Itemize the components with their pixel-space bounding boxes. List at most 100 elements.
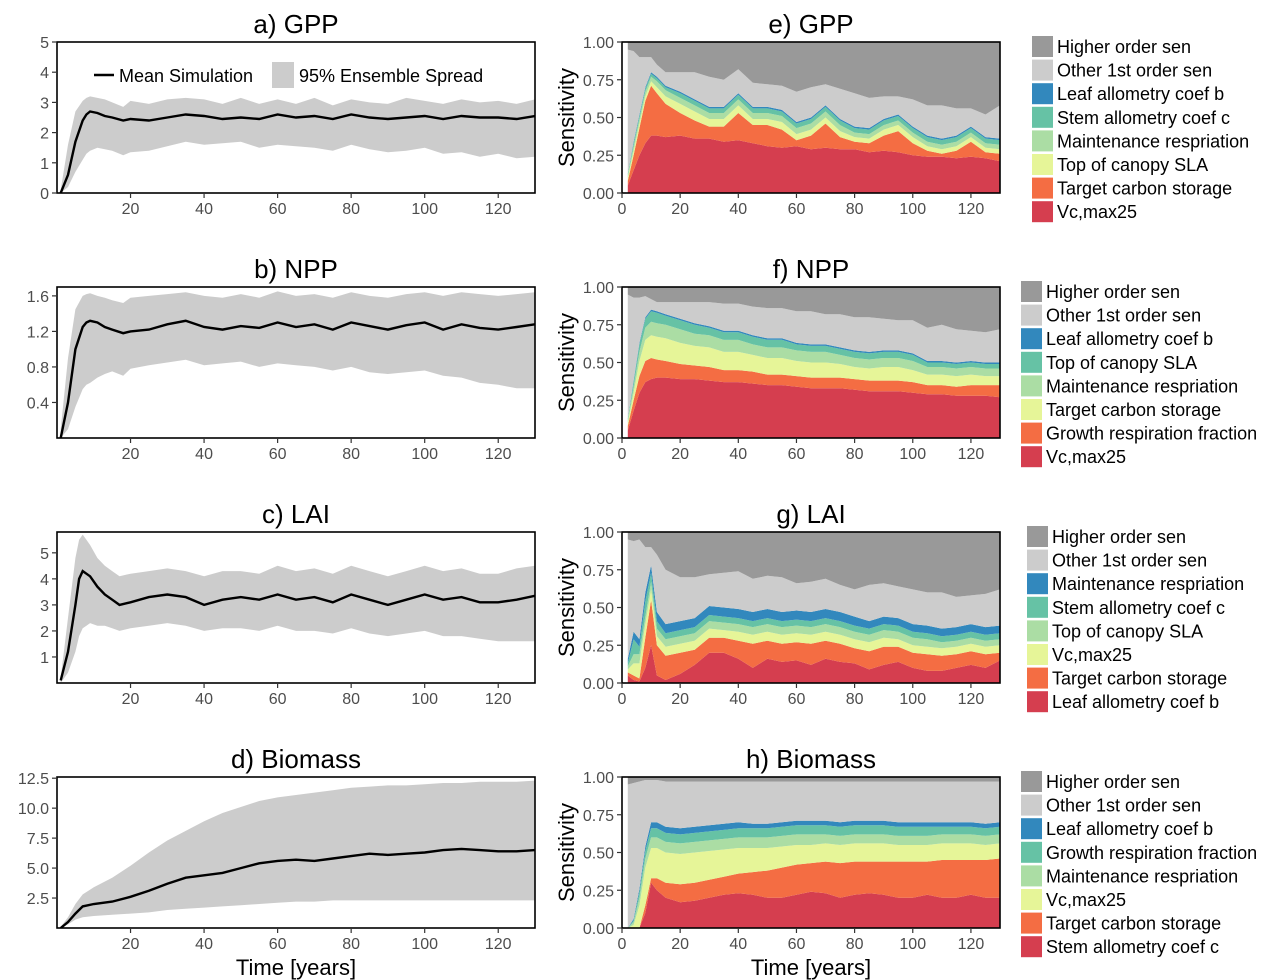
panel-d: 20 40 60 80 100 120 2.5 5.0 7.5 10.0 12.5 d) Biomas… bbox=[18, 744, 536, 980]
ensemble-spread-band bbox=[60, 780, 535, 928]
x-tick-label: 20 bbox=[122, 691, 140, 708]
legend-swatch bbox=[1032, 130, 1053, 152]
x-tick-label: 80 bbox=[342, 936, 360, 953]
area-higher-order-sen bbox=[627, 777, 1000, 785]
x-tick-label: 40 bbox=[729, 201, 747, 218]
panel-title: c) LAI bbox=[262, 499, 330, 529]
x-tick-label: 120 bbox=[485, 936, 512, 953]
x-tick-label: 120 bbox=[485, 691, 512, 708]
x-tick-label: 120 bbox=[958, 201, 985, 218]
x-tick-label: 20 bbox=[122, 936, 140, 953]
y-tick-label: 0.25 bbox=[583, 638, 614, 655]
y-tick-label: 2 bbox=[40, 624, 49, 641]
y-tick-label: 0.25 bbox=[583, 393, 614, 410]
legend-swatch bbox=[1021, 422, 1042, 444]
x-tick-label: 60 bbox=[269, 691, 287, 708]
x-tick-label: 100 bbox=[899, 936, 926, 953]
legend: Higher order sen Other 1st order sen Leaf … bbox=[1032, 36, 1249, 223]
x-tick-label: 40 bbox=[195, 936, 213, 953]
plot-area bbox=[59, 780, 535, 928]
x-tick-label: 80 bbox=[846, 201, 864, 218]
y-tick-label: 0.25 bbox=[583, 883, 614, 900]
x-tick-label: 40 bbox=[195, 201, 213, 218]
x-tick-label: 120 bbox=[485, 446, 512, 463]
y-axis-title: Sensitivity bbox=[554, 803, 579, 902]
legend-label: Target carbon storage bbox=[1046, 400, 1221, 420]
mean-simulation-line bbox=[59, 847, 535, 928]
x-tick-label: 0 bbox=[618, 446, 627, 463]
area-top-of-canopy-sla bbox=[627, 81, 1000, 181]
legend-label-ensemble-spread: 95% Ensemble Spread bbox=[299, 66, 483, 86]
panel-c: 20 40 60 80 100 120 1 2 3 4 5 c) LAI bbox=[40, 499, 536, 708]
area-growth-respiration-fraction bbox=[627, 358, 1000, 431]
legend-label: Higher order sen bbox=[1046, 772, 1180, 792]
y-tick-label: 3 bbox=[40, 598, 49, 615]
x-tick-label: 100 bbox=[411, 936, 438, 953]
legend-label: Higher order sen bbox=[1046, 282, 1180, 302]
legend-swatch bbox=[1021, 936, 1042, 958]
x-tick-label: 120 bbox=[485, 201, 512, 218]
y-axis-title: Sensitivity bbox=[554, 558, 579, 657]
legend-swatch bbox=[1021, 912, 1042, 934]
legend-label: Higher order sen bbox=[1052, 527, 1186, 547]
y-tick-label: 0.75 bbox=[583, 808, 614, 825]
legend-swatch bbox=[1027, 691, 1048, 713]
y-tick-label: 0.50 bbox=[583, 601, 614, 618]
legend-label: Target carbon storage bbox=[1046, 914, 1221, 934]
area-other-1st-order-sen bbox=[627, 49, 1000, 174]
x-tick-label: 60 bbox=[269, 936, 287, 953]
x-tick-label: 40 bbox=[195, 446, 213, 463]
y-tick-label: 0.00 bbox=[583, 431, 614, 448]
y-tick-label: 2 bbox=[40, 126, 49, 143]
y-tick-label: 1.6 bbox=[27, 289, 49, 306]
legend-swatch bbox=[1021, 375, 1042, 397]
y-tick-label: 4 bbox=[40, 65, 49, 82]
plot-area bbox=[627, 42, 1000, 193]
plot-area bbox=[59, 291, 535, 438]
legend-label: Higher order sen bbox=[1057, 37, 1191, 57]
legend-label: Growth respiration fraction bbox=[1046, 424, 1257, 444]
x-tick-label: 20 bbox=[671, 936, 689, 953]
y-tick-label: 1.00 bbox=[583, 35, 614, 52]
x-tick-label: 60 bbox=[788, 201, 806, 218]
area-target-carbon-storage bbox=[627, 335, 1000, 426]
y-tick-label: 0.75 bbox=[583, 563, 614, 580]
y-tick-label: 1.00 bbox=[583, 770, 614, 787]
legend: Higher order sen Other 1st order sen Maint… bbox=[1027, 526, 1244, 713]
x-tick-label: 100 bbox=[411, 691, 438, 708]
legend-swatch bbox=[1027, 573, 1048, 595]
x-tick-label: 60 bbox=[788, 691, 806, 708]
plot-frame bbox=[56, 531, 536, 684]
x-tick-label: 80 bbox=[342, 691, 360, 708]
legend-label: Top of canopy SLA bbox=[1052, 621, 1203, 641]
y-tick-label: 0.75 bbox=[583, 318, 614, 335]
x-tick-label: 20 bbox=[671, 446, 689, 463]
x-axis-title: Time [years] bbox=[751, 955, 871, 980]
legend-swatch bbox=[1021, 771, 1042, 792]
area-growth-respiration-fraction bbox=[627, 825, 1000, 928]
legend-swatch bbox=[1021, 794, 1042, 816]
legend-swatch bbox=[1021, 841, 1042, 863]
legend-label: Stem allometry coef c bbox=[1046, 937, 1219, 957]
y-tick-label: 1 bbox=[40, 650, 49, 667]
plot-frame bbox=[56, 286, 536, 439]
panel-title: d) Biomass bbox=[231, 744, 361, 774]
legend-label: Maintenance respriation bbox=[1052, 574, 1244, 594]
area-other-1st-order-sen bbox=[627, 780, 1000, 928]
y-tick-label: 1.00 bbox=[583, 525, 614, 542]
legend-label: Maintenance respriation bbox=[1046, 866, 1238, 886]
plot-area bbox=[627, 287, 1000, 438]
x-tick-label: 20 bbox=[671, 201, 689, 218]
x-tick-label: 60 bbox=[788, 446, 806, 463]
area-target-carbon-storage bbox=[627, 858, 1000, 928]
x-tick-label: 100 bbox=[411, 446, 438, 463]
legend-label: Top of canopy SLA bbox=[1057, 155, 1208, 175]
legend-label-mean-simulation: Mean Simulation bbox=[119, 66, 253, 86]
mean-simulation-line bbox=[59, 110, 535, 193]
legend-swatch bbox=[1032, 59, 1053, 81]
legend-swatch bbox=[1032, 177, 1053, 199]
y-tick-label: 0.00 bbox=[583, 921, 614, 938]
mean-simulation-line bbox=[59, 569, 535, 681]
y-tick-label: 0.00 bbox=[583, 186, 614, 203]
legend-label: Leaf allometry coef b bbox=[1052, 692, 1219, 712]
